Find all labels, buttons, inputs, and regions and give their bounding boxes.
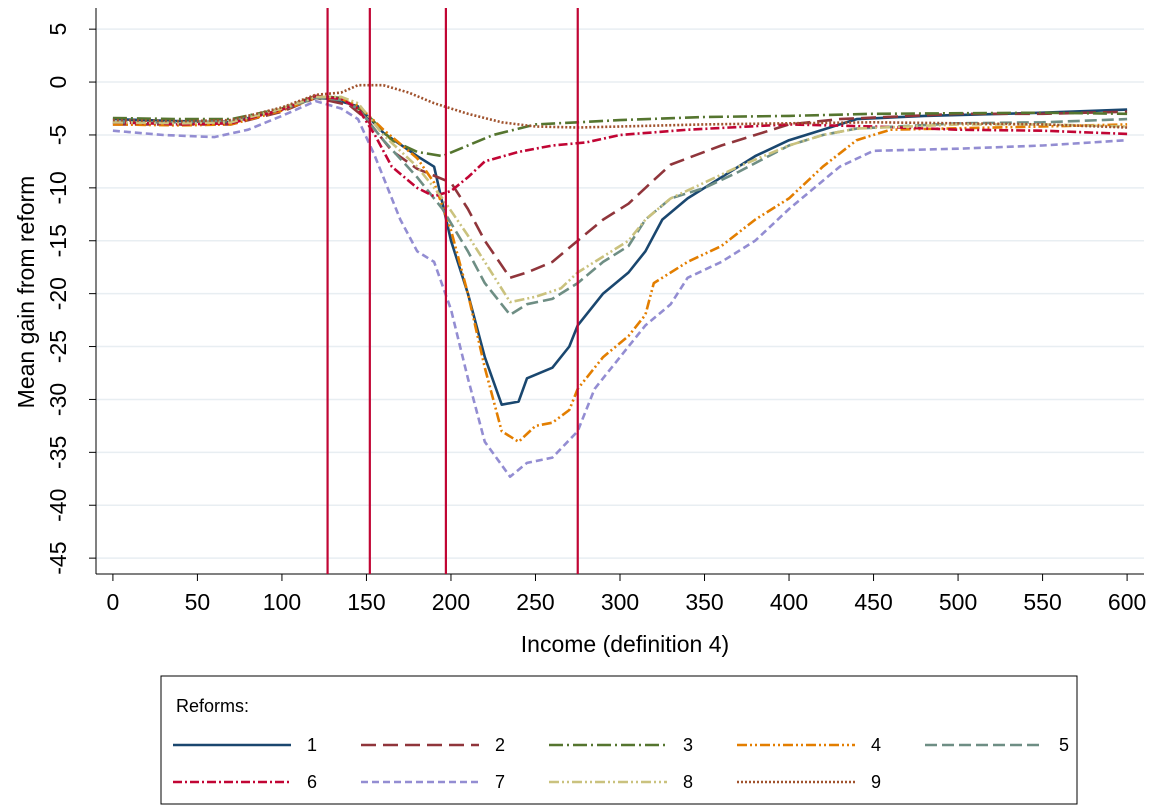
- y-axis-label: Mean gain from reform: [13, 176, 39, 409]
- y-ticks: 5 0 -5 -10 -15 -20 -25 -30 -35 -40 -45: [45, 23, 96, 575]
- legend-label-8: 8: [683, 772, 693, 792]
- grid-lines: [96, 28, 1144, 559]
- x-tick-label: 400: [770, 589, 808, 615]
- x-tick-label: 100: [263, 589, 301, 615]
- legend-label-9: 9: [871, 772, 881, 792]
- x-tick-label: 150: [347, 589, 385, 615]
- x-tick-label: 500: [939, 589, 977, 615]
- series-lines: [112, 83, 1128, 478]
- y-tick-label: 0: [45, 76, 71, 89]
- legend-label-1: 1: [307, 735, 317, 755]
- legend-label-5: 5: [1059, 735, 1069, 755]
- x-tick-label: 450: [854, 589, 892, 615]
- legend-label-3: 3: [683, 735, 693, 755]
- legend-label-4: 4: [871, 735, 881, 755]
- x-tick-label: 0: [107, 589, 120, 615]
- legend-label-2: 2: [495, 735, 505, 755]
- legend: Reforms: 1 2 3 4 5 6 7 8 9: [160, 675, 1078, 805]
- series-line-6: [112, 94, 1128, 198]
- x-tick-label: 350: [685, 589, 723, 615]
- y-tick-label: -15: [45, 224, 71, 257]
- series-line-4: [112, 96, 1128, 444]
- y-tick-label: -20: [45, 277, 71, 310]
- y-tick-label: -40: [45, 489, 71, 522]
- x-tick-label: 550: [1023, 589, 1061, 615]
- legend-label-6: 6: [307, 772, 317, 792]
- legend-title: Reforms:: [176, 696, 249, 716]
- x-tick-label: 200: [432, 589, 470, 615]
- legend-items: 1 2 3 4 5 6 7 8 9: [173, 735, 1069, 792]
- series-line-5: [112, 96, 1128, 317]
- y-tick-label: 5: [45, 23, 71, 36]
- reference-lines: [326, 8, 579, 574]
- series-line-2: [112, 96, 1128, 280]
- y-tick-label: -30: [45, 383, 71, 416]
- x-axis-label: Income (definition 4): [521, 631, 729, 657]
- series-line-9: [112, 83, 1128, 129]
- y-tick-label: -45: [45, 542, 71, 575]
- series-line-7: [112, 99, 1128, 478]
- x-tick-label: 300: [601, 589, 639, 615]
- legend-box: [160, 675, 1078, 805]
- x-ticks: 0 50 100 150 200 250 300 350 400 450 500 550 600: [107, 574, 1146, 615]
- y-tick-label: -5: [45, 125, 71, 145]
- x-tick-label: 250: [516, 589, 554, 615]
- x-tick-label: 50: [185, 589, 211, 615]
- x-tick-label: 600: [1108, 589, 1146, 615]
- legend-label-7: 7: [495, 772, 505, 792]
- y-tick-label: -25: [45, 330, 71, 363]
- y-tick-label: -10: [45, 171, 71, 204]
- y-tick-label: -35: [45, 436, 71, 469]
